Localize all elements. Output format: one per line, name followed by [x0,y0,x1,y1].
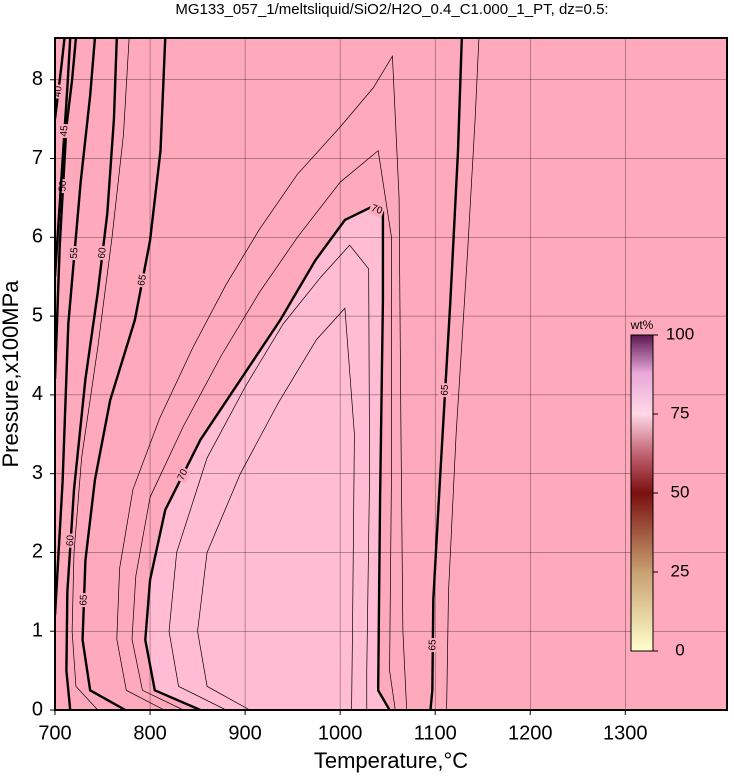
contour-label: 50 [57,180,69,192]
chart-title: MG133_057_1/meltsliquid/SiO2/H2O_0.4_C1.… [175,1,608,18]
contour-label: 55 [69,247,81,259]
contour-label-bg [67,245,82,261]
x-tick-label: 900 [228,722,261,744]
x-tick-label: 1000 [318,722,363,744]
contour-line [131,149,396,710]
contour-label: 65 [427,639,438,651]
contour-label-bg [55,83,66,100]
x-tick-label: 800 [133,722,166,744]
contour-line [446,38,480,710]
x-tick-label: 700 [38,722,71,744]
y-tick-label: 8 [32,68,43,90]
x-axis-label: Temperature,°C [314,748,468,773]
contour-label-bg [77,592,91,608]
colorbar-tick-label: 100 [666,324,694,343]
y-tick-label: 6 [32,226,43,248]
contour-label: 65 [136,273,149,286]
plot-contents: 70 70 65 65 65 65 60 60 55 50 45 40 [52,38,727,710]
contour-label-bg [135,272,150,289]
plot-frame [54,37,728,711]
y-tick-label: 5 [32,304,43,326]
y-tick-label: 1 [32,620,43,642]
contour-line [429,38,464,710]
colorbar-tick-label: 75 [671,403,690,422]
contour-label: 60 [65,534,77,546]
y-tick-label: 2 [32,541,43,563]
contour-line [168,244,370,710]
contour-line [65,38,118,710]
contour-line [55,38,66,120]
x-tick-label: 1100 [414,722,457,744]
contour-label: 70 [176,467,191,482]
contour-line [197,307,355,710]
contour-label-bg [174,465,192,484]
y-tick-label: 3 [32,462,43,484]
colorbar-tick-label: 50 [671,482,690,501]
contour-label-bg [438,382,452,398]
contour-line [81,38,167,710]
y-tick-label: 7 [32,147,43,169]
contour-label-bg [368,201,386,218]
colorbar-tick-label: 25 [671,561,690,580]
contour-label: 40 [52,85,64,98]
contour-line [71,38,130,710]
colorbar-tick-label: 0 [675,640,684,659]
colorbar-label: wt% [630,318,654,332]
contour-label: 65 [440,384,452,396]
colorbar [630,334,654,652]
y-tick-label: 0 [32,698,43,720]
x-tick-label: 1200 [508,722,553,744]
y-axis-label: Pressure,x100MPa [0,280,23,468]
contour-label-bg [95,245,110,261]
contour-label: 70 [370,203,385,217]
contour-label: 45 [59,125,71,137]
contour-label-bg [58,123,71,139]
contour-fill [145,207,390,710]
contour-label-bg [64,533,78,548]
y-tick-label: 4 [32,383,43,405]
contour-label: 60 [97,246,109,259]
contour-label: 65 [78,594,89,606]
contour-line [144,206,391,710]
contour-label-bg [426,637,439,653]
x-tick-label: 1300 [603,722,648,744]
contour-line [116,54,408,710]
